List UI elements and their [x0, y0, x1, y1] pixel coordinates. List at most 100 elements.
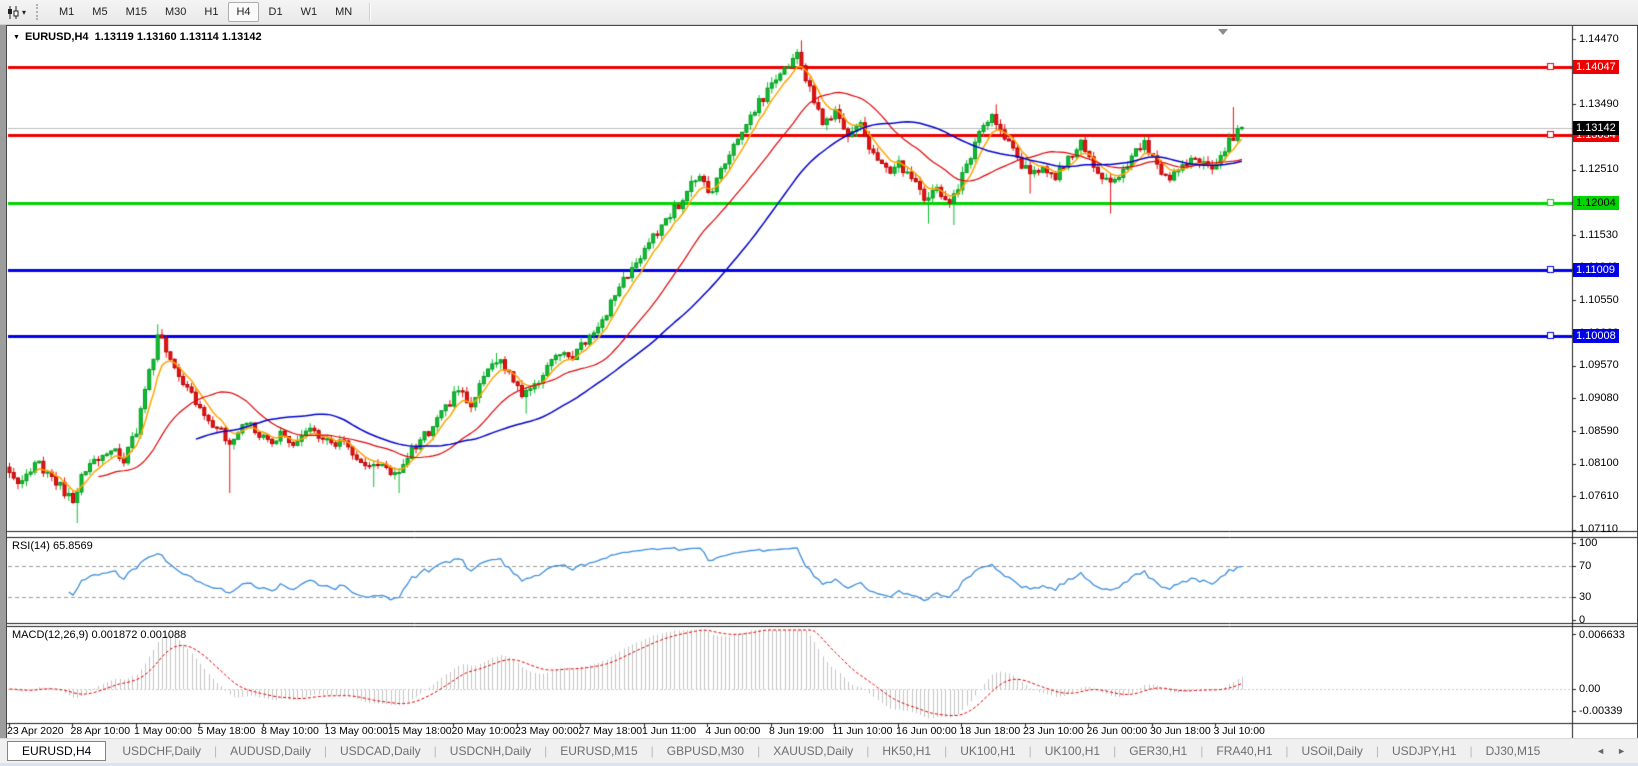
chart-tab-usoil-daily[interactable]: USOil,Daily: [1301, 744, 1363, 758]
chart-tab-usdjpy-h1[interactable]: USDJPY,H1: [1391, 744, 1457, 758]
tab-separator: |: [1285, 744, 1289, 758]
macd-axis-tick: 0.006633: [1579, 629, 1625, 641]
chart-tab-uk100-h1[interactable]: UK100,H1: [1044, 744, 1101, 758]
toolbar-separator: [369, 3, 372, 21]
candlestick-chart-icon: [7, 5, 20, 19]
rsi-axis-tick: 70: [1579, 560, 1592, 573]
current-price-tag: 1.13142: [1573, 120, 1619, 135]
tab-separator: |: [214, 744, 218, 758]
chart-tab-gbpusd-m30[interactable]: GBPUSD,M30: [666, 744, 745, 758]
level-price-tag: 1.10008: [1573, 329, 1619, 344]
timeframe-button-h4[interactable]: H4: [228, 2, 259, 22]
tab-separator: |: [433, 744, 437, 758]
macd-axis-tick: -0.00339: [1579, 705, 1623, 717]
chart-title-text: EURUSD,H4 1.13119 1.13160 1.13114 1.1314…: [24, 31, 262, 43]
x-axis-date-label: 26 Jun 00:00: [1086, 725, 1148, 737]
chart-tab-usdchf-daily[interactable]: USDCHF,Daily: [122, 744, 202, 758]
timeframe-button-h1[interactable]: H1: [204, 6, 219, 18]
toolbar-grip: [36, 4, 42, 20]
level-price-tag: 1.14047: [1573, 60, 1619, 75]
timeframe-button-m30[interactable]: M30: [164, 6, 187, 18]
timeframe-button-mn[interactable]: MN: [335, 6, 353, 18]
x-axis-date-label: 15 May 18:00: [388, 725, 452, 737]
timeframe-button-m15[interactable]: M15: [125, 6, 147, 18]
x-axis-date-label: 27 May 18:00: [578, 725, 643, 737]
price-axis-tick: 1.13490: [1579, 97, 1619, 110]
rsi-indicator-label: RSI(14) 65.8569: [12, 540, 93, 552]
x-axis-date-label: 20 May 10:00: [451, 725, 516, 737]
price-axis-tick: 1.08100: [1579, 457, 1619, 470]
chart-type-button[interactable]: ▾: [3, 3, 30, 22]
x-axis-date-label: 28 Apr 10:00: [70, 725, 131, 737]
x-axis-date-label: 16 Jun 00:00: [896, 725, 957, 737]
tab-separator: |: [1028, 744, 1032, 758]
chart-tab-usdcad-daily[interactable]: USDCAD,Daily: [339, 744, 421, 758]
price-axis-tick: 1.14470: [1579, 32, 1619, 45]
level-price-tag: 1.11009: [1573, 262, 1619, 277]
price-axis-tick: 1.11530: [1579, 228, 1618, 241]
chart-shift-marker-icon[interactable]: [1218, 29, 1228, 35]
chart-tab-dj30-m15[interactable]: DJ30,M15: [1485, 744, 1541, 758]
chart-canvas[interactable]: [7, 26, 1637, 738]
chart-tab-eurusd-m15[interactable]: EURUSD,M15: [560, 744, 638, 758]
rsi-axis-tick: 100: [1579, 537, 1598, 549]
price-axis-tick: 1.10550: [1579, 293, 1619, 306]
x-axis-date-label: 1 Jun 11:00: [642, 725, 697, 737]
timeframe-button-w1[interactable]: W1: [300, 6, 318, 18]
macd-indicator-label: MACD(12,26,9) 0.001872 0.001088: [12, 629, 187, 641]
tab-separator: |: [323, 744, 327, 758]
tab-separator: |: [944, 744, 948, 758]
collapse-caret-icon[interactable]: ▼: [13, 33, 20, 41]
tab-separator: |: [650, 744, 654, 758]
chart-tab-fra40-h1[interactable]: FRA40,H1: [1216, 744, 1273, 758]
price-axis-tick: 1.12510: [1579, 163, 1619, 176]
chart-tab-ger30-h1[interactable]: GER30,H1: [1129, 744, 1188, 758]
tab-separator: |: [1375, 744, 1379, 758]
timeframe-toolbar: ▾ M1 M5 M15 M30 H1 H4 D1 W1 MN: [0, 0, 1638, 25]
tab-scroll-nav: ◄ ►: [1596, 746, 1638, 756]
price-axis-tick: 1.09080: [1579, 391, 1619, 404]
chart-tab-xauusd-daily[interactable]: XAUUSD,Daily: [773, 744, 854, 758]
timeframe-button-m1[interactable]: M1: [59, 6, 75, 18]
chart-title: ▼ EURUSD,H4 1.13119 1.13160 1.13114 1.131…: [13, 31, 262, 43]
chart-tab-usdcnh-daily[interactable]: USDCNH,Daily: [449, 744, 532, 758]
x-axis-date-label: 23 May 00:00: [515, 725, 579, 737]
x-axis-date-label: 23 Jun 10:00: [1023, 725, 1084, 737]
rsi-axis-tick: 0: [1579, 614, 1586, 626]
chart-tab-uk100-h1[interactable]: UK100,H1: [960, 744, 1016, 758]
timeframe-buttons: M1 M5 M15 M30 H1 H4 D1 W1 MN: [50, 2, 361, 22]
price-axis-tick: 1.08590: [1579, 424, 1619, 437]
x-axis-date-label: 8 May 10:00: [261, 725, 319, 737]
tab-separator: |: [757, 744, 761, 758]
chart-window: ▼ EURUSD,H4 1.13119 1.13160 1.13114 1.131…: [6, 25, 1638, 739]
timeframe-button-m5[interactable]: M5: [92, 6, 108, 18]
x-axis-date-label: 13 May 00:00: [324, 725, 389, 737]
x-axis-date-label: 30 Jun 18:00: [1150, 725, 1211, 737]
chart-tab-bar: EURUSD,H4 USDCHF,Daily | AUDUSD,Daily | USDCA…: [0, 738, 1638, 763]
tabs-scroll-left-icon[interactable]: ◄: [1596, 746, 1606, 756]
price-axis-tick: 1.07110: [1579, 523, 1618, 536]
level-price-tag: 1.12004: [1573, 196, 1619, 211]
x-axis-date-label: 18 Jun 18:00: [959, 725, 1021, 737]
x-axis-date-label: 4 Jun 00:00: [705, 725, 761, 737]
chart-tab-audusd-daily[interactable]: AUDUSD,Daily: [230, 744, 311, 758]
x-axis-date-label: 11 Jun 10:00: [832, 725, 893, 737]
price-axis-tick: 1.07610: [1579, 489, 1619, 502]
x-axis-date-label: 3 Jul 10:00: [1213, 725, 1265, 737]
tab-separator: |: [1113, 744, 1117, 758]
chart-tab-eurusd-h4[interactable]: EURUSD,H4: [7, 741, 107, 761]
tabs-scroll-right-icon[interactable]: ►: [1617, 746, 1626, 756]
x-axis-date-label: 8 Jun 19:00: [769, 725, 824, 737]
rsi-axis-tick: 30: [1579, 590, 1592, 603]
chevron-down-icon: ▾: [22, 7, 27, 17]
macd-axis-tick: 0.00: [1579, 683, 1601, 695]
x-axis-date-label: 5 May 18:00: [197, 725, 256, 737]
tab-separator: |: [1200, 744, 1204, 758]
timeframe-button-d1[interactable]: D1: [268, 6, 283, 18]
price-axis-tick: 1.09570: [1579, 359, 1619, 372]
chart-tab-hk50-h1[interactable]: HK50,H1: [882, 744, 932, 758]
tab-separator: |: [1469, 744, 1473, 758]
tab-separator: |: [544, 744, 548, 758]
bottom-strip: [0, 763, 1638, 766]
